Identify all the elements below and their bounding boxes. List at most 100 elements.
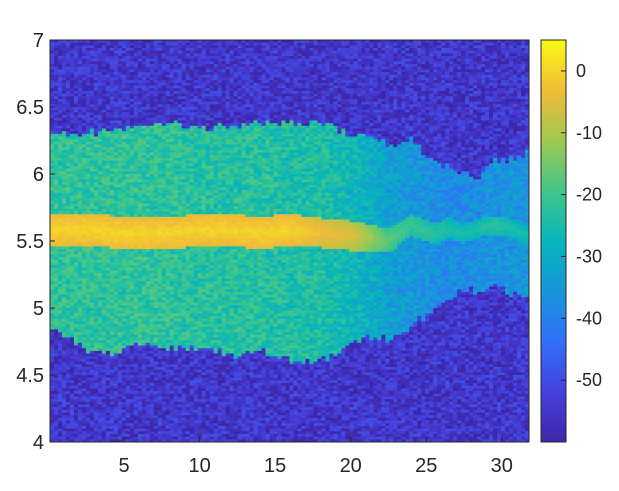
heatmap-cell — [145, 316, 151, 320]
heatmap-cell — [109, 404, 115, 408]
heatmap-cell — [89, 399, 95, 403]
heatmap-cell — [121, 176, 127, 180]
heatmap-cell — [113, 259, 119, 263]
heatmap-cell — [145, 396, 151, 400]
heatmap-cell — [133, 144, 139, 148]
heatmap-cell — [69, 246, 75, 250]
heatmap-cell — [65, 235, 71, 239]
heatmap-cell — [53, 182, 59, 186]
heatmap-cell — [101, 211, 107, 215]
heatmap-cell — [169, 232, 175, 237]
heatmap-cell — [81, 198, 87, 202]
heatmap-cell — [169, 278, 175, 282]
heatmap-cell — [153, 385, 159, 389]
heatmap-cell — [121, 171, 127, 175]
heatmap-cell — [153, 238, 159, 242]
heatmap-cell — [149, 230, 155, 234]
heatmap-cell — [133, 133, 139, 137]
heatmap-cell — [101, 198, 107, 202]
heatmap-cell — [173, 321, 179, 325]
heatmap-cell — [77, 294, 83, 298]
heatmap-cell — [149, 350, 155, 354]
heatmap-cell — [61, 117, 67, 121]
heatmap-cell — [57, 230, 63, 234]
heatmap-cell — [53, 61, 59, 65]
heatmap-cell — [53, 391, 59, 395]
heatmap-cell — [89, 163, 95, 167]
heatmap-cell — [73, 58, 79, 62]
heatmap-cell — [97, 171, 103, 175]
heatmap-cell — [77, 224, 83, 228]
heatmap-cell — [153, 278, 159, 282]
heatmap-cell — [149, 299, 155, 304]
heatmap-cell — [97, 227, 103, 231]
heatmap-cell — [173, 152, 179, 156]
heatmap-cell — [89, 69, 95, 73]
heatmap-cell — [177, 321, 183, 325]
heatmap-cell — [125, 297, 131, 301]
heatmap-cell — [105, 281, 111, 285]
heatmap-cell — [101, 337, 107, 341]
heatmap-cell — [129, 141, 135, 145]
heatmap-cell — [121, 96, 127, 100]
heatmap-cell — [97, 125, 103, 129]
heatmap-cell — [65, 409, 71, 413]
heatmap-cell — [81, 165, 87, 170]
heatmap-cell — [141, 270, 147, 274]
heatmap-cell — [105, 439, 111, 443]
heatmap-cell — [169, 195, 175, 199]
heatmap-cell — [53, 230, 59, 234]
heatmap-cell — [77, 399, 83, 403]
heatmap-cell — [145, 241, 151, 245]
heatmap-cell — [153, 80, 159, 84]
heatmap-cell — [149, 342, 155, 346]
heatmap-cell — [149, 198, 155, 202]
heatmap-cell — [117, 117, 123, 121]
heatmap-cell — [85, 208, 91, 212]
heatmap-cell — [77, 45, 83, 49]
heatmap-cell — [149, 232, 155, 237]
heatmap-cell — [133, 40, 139, 44]
heatmap-cell — [69, 216, 75, 220]
heatmap-cell — [117, 372, 123, 376]
heatmap-cell — [157, 149, 163, 153]
heatmap-cell — [105, 425, 111, 429]
heatmap-cell — [109, 412, 115, 416]
heatmap-cell — [101, 232, 107, 237]
heatmap-cell — [153, 353, 159, 357]
heatmap-cell — [109, 388, 115, 392]
heatmap-cell — [129, 219, 135, 223]
heatmap-cell — [169, 152, 175, 156]
heatmap-cell — [89, 211, 95, 215]
heatmap-cell — [97, 321, 103, 325]
heatmap-cell — [117, 388, 123, 392]
heatmap-cell — [177, 155, 183, 159]
heatmap-cell — [125, 85, 131, 89]
heatmap-cell — [137, 249, 143, 253]
heatmap-cell — [149, 257, 155, 261]
heatmap-cell — [149, 334, 155, 338]
heatmap-cell — [69, 251, 75, 255]
heatmap-cell — [85, 356, 91, 360]
heatmap-cell — [121, 399, 127, 403]
heatmap-cell — [69, 56, 75, 60]
heatmap-cell — [57, 345, 63, 349]
heatmap-cell — [133, 246, 139, 250]
heatmap-cell — [85, 187, 91, 191]
heatmap-cell — [89, 131, 95, 135]
heatmap-cell — [145, 40, 151, 44]
heatmap-cell — [53, 407, 59, 411]
heatmap-cell — [57, 40, 63, 44]
heatmap-cell — [97, 144, 103, 148]
heatmap-cell — [57, 428, 63, 432]
heatmap-cell — [133, 420, 139, 424]
heatmap-cell — [149, 409, 155, 413]
heatmap-cell — [141, 211, 147, 215]
heatmap-cell — [137, 281, 143, 285]
heatmap-cell — [81, 64, 87, 68]
heatmap-cell — [113, 144, 119, 148]
heatmap-cell — [85, 291, 91, 295]
heatmap-cell — [85, 310, 91, 314]
heatmap-cell — [97, 56, 103, 60]
heatmap-cell — [77, 147, 83, 151]
